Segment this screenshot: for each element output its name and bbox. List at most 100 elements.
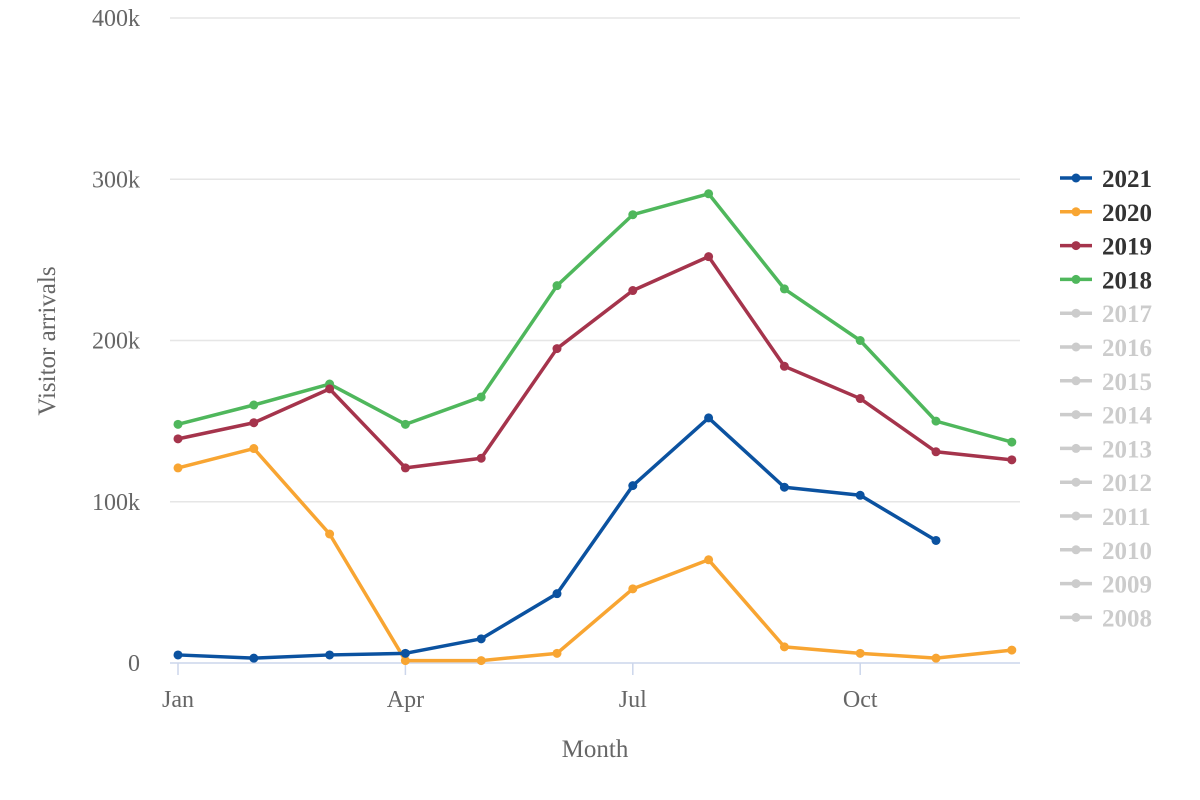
legend-item-2017[interactable]: 2017 bbox=[1060, 301, 1152, 328]
data-point-2019 bbox=[628, 286, 638, 296]
x-axis: Jan Apr Jul Oct bbox=[162, 662, 1020, 713]
legend-item-2020[interactable]: 2020 bbox=[1060, 200, 1152, 227]
x-tick-label: Jul bbox=[619, 687, 647, 713]
legend-symbol-marker bbox=[1071, 207, 1081, 217]
data-point-2019 bbox=[1007, 455, 1017, 465]
legend-label: 2016 bbox=[1102, 335, 1152, 362]
data-point-2020 bbox=[173, 463, 183, 473]
data-point-2018 bbox=[400, 419, 410, 429]
y-tick-label: 400k bbox=[92, 6, 140, 32]
legend-symbol-marker bbox=[1071, 410, 1081, 420]
data-point-2020 bbox=[779, 642, 789, 652]
legend-symbol-marker bbox=[1071, 376, 1081, 386]
legend-item-2016[interactable]: 2016 bbox=[1060, 335, 1152, 362]
data-point-2020 bbox=[855, 648, 865, 658]
data-point-2021 bbox=[476, 634, 486, 644]
data-point-2021 bbox=[249, 653, 259, 663]
grid-lines bbox=[170, 17, 1020, 503]
data-point-2020 bbox=[628, 584, 638, 594]
data-point-2018 bbox=[552, 281, 562, 291]
legend-label: 2020 bbox=[1102, 200, 1152, 227]
series-line-2021 bbox=[176, 416, 938, 660]
data-point-2020 bbox=[931, 653, 941, 663]
series-line-2019 bbox=[176, 254, 1014, 470]
data-point-2018 bbox=[628, 210, 638, 220]
data-point-2021 bbox=[931, 535, 941, 545]
legend-item-2014[interactable]: 2014 bbox=[1060, 403, 1153, 430]
y-axis-ticks: 0 100k 200k 300k 400k bbox=[92, 6, 140, 677]
data-point-2018 bbox=[704, 189, 714, 199]
series-2018 bbox=[173, 189, 1017, 447]
legend-item-2015[interactable]: 2015 bbox=[1060, 369, 1152, 396]
legend-label: 2010 bbox=[1102, 538, 1152, 565]
data-point-2020 bbox=[1007, 645, 1017, 655]
series-2019 bbox=[173, 252, 1017, 473]
legend-label: 2015 bbox=[1102, 369, 1152, 396]
legend-symbol-marker bbox=[1071, 579, 1081, 589]
data-point-2018 bbox=[249, 400, 259, 410]
series-lines bbox=[173, 189, 1017, 666]
data-point-2018 bbox=[779, 284, 789, 294]
data-point-2019 bbox=[704, 252, 714, 262]
legend-symbol-marker bbox=[1071, 443, 1081, 453]
legend-symbol-marker bbox=[1071, 173, 1081, 183]
x-axis-title: Month bbox=[562, 736, 629, 763]
data-point-2021 bbox=[704, 413, 714, 423]
data-point-2020 bbox=[552, 648, 562, 658]
y-tick-label: 100k bbox=[92, 490, 140, 516]
legend-item-2011[interactable]: 2011 bbox=[1060, 504, 1151, 531]
legend-item-2018[interactable]: 2018 bbox=[1060, 267, 1152, 294]
data-point-2020 bbox=[476, 656, 486, 666]
y-axis-title: Visitor arrivals bbox=[34, 266, 61, 415]
data-point-2020 bbox=[249, 444, 259, 454]
data-point-2018 bbox=[173, 419, 183, 429]
legend-label: 2017 bbox=[1102, 301, 1152, 328]
data-point-2018 bbox=[931, 416, 941, 426]
series-2021 bbox=[173, 413, 941, 663]
legend-symbol-marker bbox=[1071, 477, 1081, 487]
data-point-2019 bbox=[779, 361, 789, 371]
legend-item-2009[interactable]: 2009 bbox=[1060, 572, 1152, 599]
series-line-2020 bbox=[176, 446, 1014, 663]
data-point-2019 bbox=[325, 384, 335, 394]
legend-symbol-marker bbox=[1071, 274, 1081, 284]
x-tick-label: Oct bbox=[843, 687, 878, 713]
series-line-2018 bbox=[176, 192, 1014, 444]
data-point-2019 bbox=[476, 453, 486, 463]
legend-label: 2013 bbox=[1102, 436, 1152, 463]
data-point-2018 bbox=[1007, 437, 1017, 447]
legend-label: 2018 bbox=[1102, 267, 1152, 294]
legend-item-2019[interactable]: 2019 bbox=[1060, 234, 1152, 261]
legend-item-2012[interactable]: 2012 bbox=[1060, 470, 1152, 497]
legend[interactable]: 2021 2020 2019 2018 2017 2016 2015 2014 2013 2012… bbox=[1060, 166, 1153, 632]
data-point-2019 bbox=[931, 447, 941, 457]
legend-label: 2011 bbox=[1102, 504, 1151, 531]
data-point-2018 bbox=[855, 336, 865, 345]
legend-label: 2019 bbox=[1102, 234, 1152, 261]
data-point-2020 bbox=[325, 529, 335, 539]
legend-symbol-marker bbox=[1071, 511, 1081, 521]
data-point-2021 bbox=[173, 650, 183, 660]
x-tick-label: Jan bbox=[162, 687, 194, 713]
data-point-2020 bbox=[704, 555, 714, 565]
data-point-2021 bbox=[400, 648, 410, 658]
legend-symbol-marker bbox=[1071, 241, 1081, 251]
legend-item-2008[interactable]: 2008 bbox=[1060, 605, 1152, 632]
data-point-2021 bbox=[628, 481, 638, 491]
y-tick-label: 0 bbox=[128, 651, 140, 677]
legend-item-2013[interactable]: 2013 bbox=[1060, 436, 1152, 463]
y-tick-label: 300k bbox=[92, 167, 140, 193]
legend-symbol-marker bbox=[1071, 308, 1081, 318]
legend-item-2021[interactable]: 2021 bbox=[1060, 166, 1152, 193]
legend-symbol-marker bbox=[1071, 342, 1081, 352]
series-2020 bbox=[173, 444, 1017, 666]
legend-symbol-marker bbox=[1071, 545, 1081, 555]
legend-label: 2009 bbox=[1102, 572, 1152, 599]
legend-label: 2012 bbox=[1102, 470, 1152, 497]
legend-label: 2008 bbox=[1102, 605, 1152, 632]
legend-item-2010[interactable]: 2010 bbox=[1060, 538, 1152, 565]
data-point-2020 bbox=[400, 656, 410, 666]
data-point-2019 bbox=[249, 418, 259, 428]
data-point-2019 bbox=[552, 344, 562, 354]
